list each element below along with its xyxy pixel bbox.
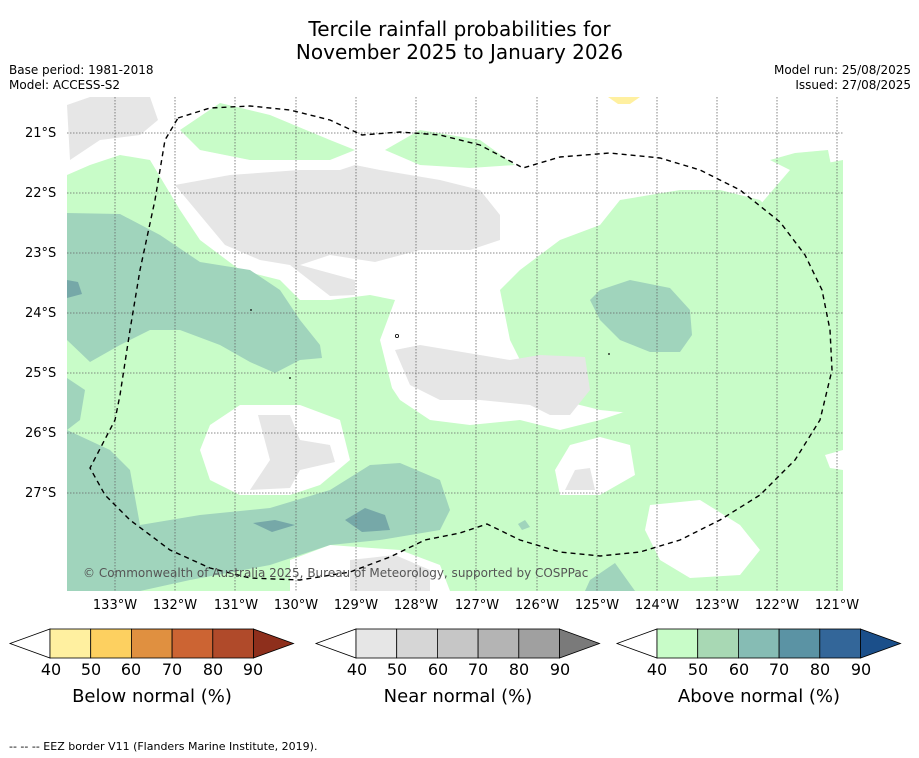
above-tick-90: 90 (850, 660, 872, 679)
near-colorbar-segment-4 (477, 628, 520, 659)
copyright-text: © Commonwealth of Australia 2025, Bureau… (83, 566, 589, 580)
lat-label-26s: 26°S (25, 426, 57, 441)
above-normal-60-1 (67, 280, 82, 298)
near-tick-90: 90 (549, 660, 571, 679)
gray-in-neutral-1 (250, 415, 335, 490)
below-tick-90: 90 (242, 660, 264, 679)
map-plot-area (67, 97, 843, 591)
below-colorbar-low-triangle (8, 628, 51, 659)
below-colorbar-segment-2 (90, 628, 132, 659)
near-colorbar-segment-2 (396, 628, 438, 659)
lon-label-123w: 123°W (694, 598, 740, 613)
gray-in-neutral-2 (565, 468, 595, 490)
below-tick-70: 70 (161, 660, 183, 679)
model-run: Model run: 25/08/2025 (773, 63, 911, 77)
lon-label-125w: 125°W (574, 598, 620, 613)
lon-label-133w: 133°W (92, 598, 138, 613)
meta-left: Base period: 1981-2018 Model: ACCESS-S2 (9, 63, 154, 93)
green-patch-ne (770, 150, 832, 175)
chart-title: Tercile rainfall probabilities for Novem… (0, 18, 919, 64)
lat-label-23s: 23°S (25, 246, 57, 261)
below-colorbar-segment-4 (171, 628, 214, 659)
above-normal-50-south (67, 430, 450, 591)
above-tick-50: 50 (687, 660, 709, 679)
below-tick-50: 50 (80, 660, 102, 679)
green-patch-north-2 (385, 130, 515, 168)
eez-border (89, 105, 833, 581)
title-line-2: November 2025 to January 2026 (295, 40, 624, 64)
lon-label-130w: 130°W (273, 598, 319, 613)
above-normal-50-east (590, 280, 692, 352)
above-tick-70: 70 (768, 660, 790, 679)
lat-label-25s: 25°S (25, 366, 57, 381)
near-normal-region-1 (67, 97, 158, 160)
near-normal-region-2 (175, 165, 500, 296)
near-tick-70: 70 (467, 660, 489, 679)
green-patch-north (180, 103, 355, 160)
near-colorbar-segment-3 (436, 628, 479, 659)
below-normal-50-patch (608, 97, 640, 104)
near-tick-80: 80 (508, 660, 530, 679)
above-normal-60-2 (253, 520, 295, 532)
lon-label-122w: 122°W (754, 598, 800, 613)
base-period: Base period: 1981-2018 (9, 63, 154, 77)
above-normal-50-tiny (518, 520, 530, 530)
eez-footnote: -- -- -- EEZ border V11 (Flanders Marine… (9, 740, 318, 753)
lat-label-21s: 21°S (25, 126, 57, 141)
near-tick-50: 50 (386, 660, 408, 679)
above-normal-50-southwest (67, 378, 85, 430)
above-colorbar-segment-3 (738, 628, 780, 659)
above-normal-50-small (585, 563, 635, 591)
near-tick-40: 40 (346, 660, 368, 679)
lon-label-128w: 128°W (393, 598, 439, 613)
above-colorbar-segment-5 (819, 628, 861, 659)
above-normal-title: Above normal (%) (677, 686, 841, 707)
neutral-region-east (825, 450, 843, 470)
above-tick-60: 60 (728, 660, 750, 679)
lon-label-121w: 121°W (814, 598, 860, 613)
below-colorbar-segment-5 (212, 628, 254, 659)
island-markers (250, 309, 610, 379)
below-colorbar-segment-3 (130, 628, 173, 659)
above-tick-40: 40 (646, 660, 668, 679)
lon-label-124w: 124°W (634, 598, 680, 613)
near-normal-title: Near normal (%) (383, 686, 533, 707)
green-patch-center (320, 295, 400, 430)
near-normal-region-3 (395, 345, 590, 415)
above-colorbar-segment-2 (697, 628, 739, 659)
graticule (67, 97, 843, 591)
below-tick-40: 40 (40, 660, 62, 679)
lon-label-129w: 129°W (333, 598, 379, 613)
near-colorbar-segment-1 (355, 628, 398, 659)
lon-label-131w: 131°W (213, 598, 259, 613)
lat-label-22s: 22°S (25, 186, 57, 201)
lat-label-24s: 24°S (25, 306, 57, 321)
lon-label-126w: 126°W (514, 598, 560, 613)
near-tick-60: 60 (427, 660, 449, 679)
above-colorbar-low-triangle (615, 628, 658, 659)
lon-label-127w: 127°W (454, 598, 500, 613)
below-normal-title: Below normal (%) (72, 686, 232, 707)
model-name: Model: ACCESS-S2 (9, 78, 121, 92)
below-colorbar-segment-1 (49, 628, 92, 659)
lon-label-132w: 132°W (152, 598, 198, 613)
near-colorbar-high-triangle (559, 628, 601, 659)
below-tick-60: 60 (120, 660, 142, 679)
below-colorbar-high-triangle (253, 628, 295, 659)
lat-label-27s: 27°S (25, 486, 57, 501)
meta-right: Model run: 25/08/2025 Issued: 27/08/2025 (774, 63, 911, 93)
above-colorbar-high-triangle (860, 628, 902, 659)
below-tick-80: 80 (202, 660, 224, 679)
above-colorbar-segment-4 (778, 628, 821, 659)
near-colorbar-low-triangle (314, 628, 357, 659)
issued-date: Issued: 27/08/2025 (795, 78, 911, 92)
near-colorbar-segment-5 (518, 628, 560, 659)
above-tick-80: 80 (809, 660, 831, 679)
above-colorbar-segment-1 (656, 628, 699, 659)
neutral-region-south-3 (645, 500, 760, 578)
title-line-1: Tercile rainfall probabilities for (308, 17, 611, 41)
